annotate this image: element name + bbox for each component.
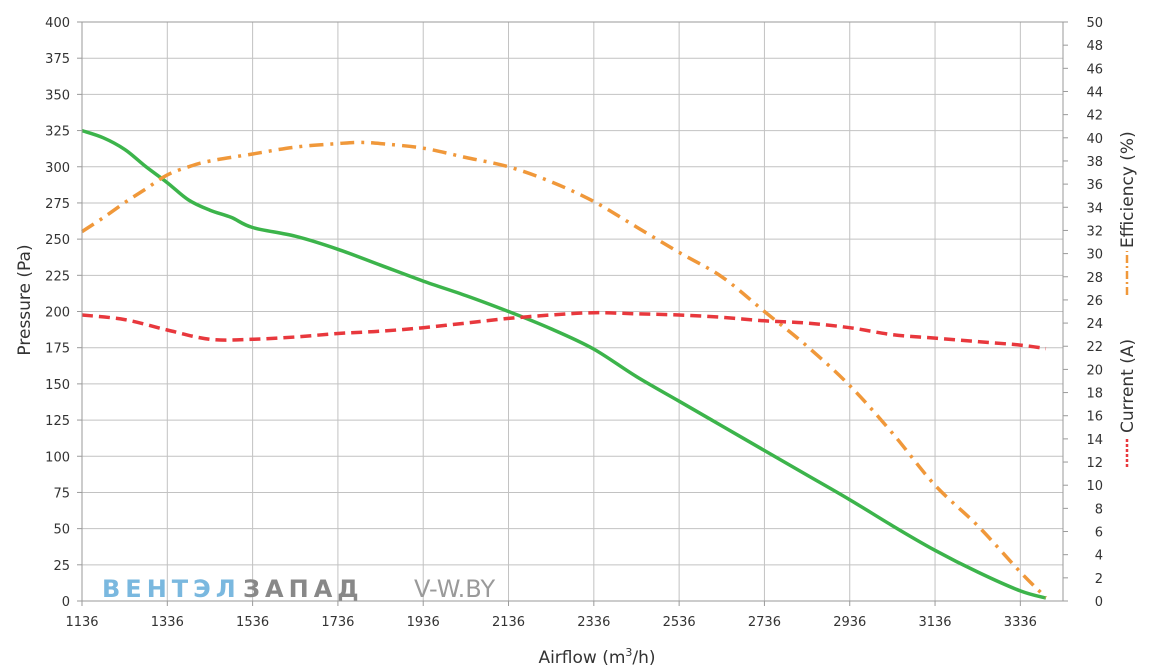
y2-tick-label: 36 (1086, 178, 1103, 193)
x-tick-label: 3336 (1004, 615, 1037, 630)
y-axis-ticks: 0 25 50 75 100 125 150 175 200 225 250 275 300 325 350… (45, 16, 82, 610)
y2-tick-label: 4 (1095, 549, 1103, 564)
x-tick-label: 1536 (236, 615, 269, 630)
y-tick-label: 350 (45, 88, 70, 103)
y2-tick-label: 22 (1086, 340, 1103, 355)
y2-tick-label: 50 (1086, 16, 1103, 31)
y2-tick-label: 16 (1086, 410, 1103, 425)
y-tick-label: 300 (45, 161, 70, 176)
y-tick-label: 200 (45, 306, 70, 321)
y-tick-label: 275 (45, 197, 70, 212)
y-tick-label: 75 (53, 486, 70, 501)
y2-tick-label: 2 (1095, 572, 1103, 587)
y2-tick-label: 14 (1086, 433, 1103, 448)
y2-tick-label: 30 (1086, 248, 1103, 263)
efficiency-legend: Efficiency (%) (1118, 131, 1138, 295)
x-axis-title-tail: /h) (632, 648, 655, 668)
y2-axis-ticks: 0246810121416182022242628303234363840424… (1063, 16, 1103, 610)
y-tick-label: 0 (62, 595, 70, 610)
x-tick-label: 3136 (918, 615, 951, 630)
y-tick-label: 100 (45, 450, 70, 465)
x-tick-label: 1736 (321, 615, 354, 630)
x-tick-label: 2336 (577, 615, 610, 630)
series-line-pressure (81, 128, 1047, 600)
x-axis-title-main: Airflow (m (538, 648, 625, 668)
y2-tick-label: 44 (1086, 85, 1103, 100)
y2-tick-label: 10 (1086, 479, 1103, 494)
y-tick-label: 125 (45, 414, 70, 429)
y2-tick-label: 18 (1086, 387, 1103, 402)
y2-tick-label: 38 (1086, 155, 1103, 170)
x-axis-title: Airflow (m3/h) (538, 646, 655, 668)
y-tick-label: 25 (53, 559, 70, 574)
y-tick-label: 325 (45, 125, 70, 140)
y2-axis-title-current: Current (A) (1118, 339, 1138, 433)
y-tick-label: 400 (45, 16, 70, 31)
watermark: ВЕНТЭЛ ЗАПАД V-W.BY (102, 575, 495, 603)
y2-tick-label: 32 (1086, 224, 1103, 239)
x-tick-label: 1136 (65, 615, 98, 630)
y-tick-label: 50 (53, 523, 70, 538)
x-tick-label: 2936 (833, 615, 866, 630)
y2-tick-label: 0 (1095, 595, 1103, 610)
y-tick-label: 225 (45, 269, 70, 284)
x-axis-ticks: 1136 1336 1536 1736 1936 2136 2336 2536 2736 2936… (65, 601, 1037, 630)
y2-tick-label: 48 (1086, 39, 1103, 54)
x-axis-title-sup: 3 (625, 646, 632, 659)
y-tick-label: 150 (45, 378, 70, 393)
series-lines (81, 128, 1048, 600)
series-line-efficiency (81, 140, 1048, 599)
x-tick-label: 2736 (748, 615, 781, 630)
y2-tick-label: 40 (1086, 132, 1103, 147)
grid (81, 21, 1063, 602)
y2-tick-label: 34 (1086, 201, 1103, 216)
y-tick-label: 250 (45, 233, 70, 248)
y2-tick-label: 20 (1086, 363, 1103, 378)
y-axis-title: Pressure (Pa) (15, 244, 35, 355)
y-tick-label: 375 (45, 52, 70, 67)
x-tick-label: 1336 (151, 615, 184, 630)
watermark-part2: ЗАПАД (243, 575, 364, 603)
y2-tick-label: 46 (1086, 62, 1103, 77)
y2-tick-label: 24 (1086, 317, 1103, 332)
current-legend: Current (A) (1118, 339, 1138, 467)
x-tick-label: 2536 (663, 615, 696, 630)
series-line-current (81, 310, 1047, 351)
y2-axis-title-efficiency: Efficiency (%) (1118, 131, 1138, 248)
y2-tick-label: 26 (1086, 294, 1103, 309)
y2-tick-label: 42 (1086, 109, 1103, 124)
y-tick-label: 175 (45, 342, 70, 357)
watermark-part1: ВЕНТЭЛ (102, 575, 241, 603)
y2-tick-label: 12 (1086, 456, 1103, 471)
x-tick-label: 2136 (492, 615, 525, 630)
y2-tick-label: 8 (1095, 502, 1103, 517)
x-tick-label: 1936 (407, 615, 440, 630)
watermark-part3: V-W.BY (414, 575, 495, 603)
y2-tick-label: 28 (1086, 271, 1103, 286)
y2-tick-label: 6 (1095, 526, 1103, 541)
